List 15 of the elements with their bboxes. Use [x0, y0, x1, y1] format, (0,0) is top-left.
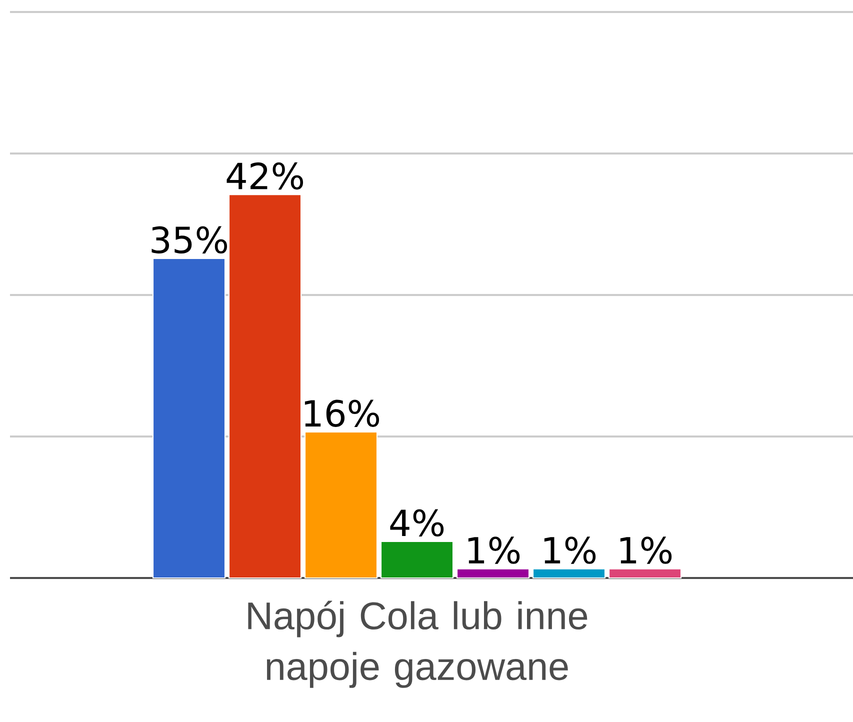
bar — [456, 568, 530, 579]
bar — [380, 540, 454, 579]
data-label: 35% — [152, 226, 228, 254]
data-label: 16% — [304, 400, 380, 427]
data-label: 4% — [390, 509, 444, 536]
data-label: 42% — [226, 162, 304, 190]
data-label: 1% — [620, 536, 672, 564]
bar — [304, 431, 378, 579]
bar — [532, 568, 606, 579]
bar — [152, 258, 226, 579]
bar — [228, 194, 302, 579]
data-label: 1% — [468, 536, 520, 564]
data-label: 1% — [544, 536, 596, 564]
bar — [608, 568, 682, 579]
x-axis-title: Napój Cola lub inne napoje gazowane — [248, 600, 588, 688]
